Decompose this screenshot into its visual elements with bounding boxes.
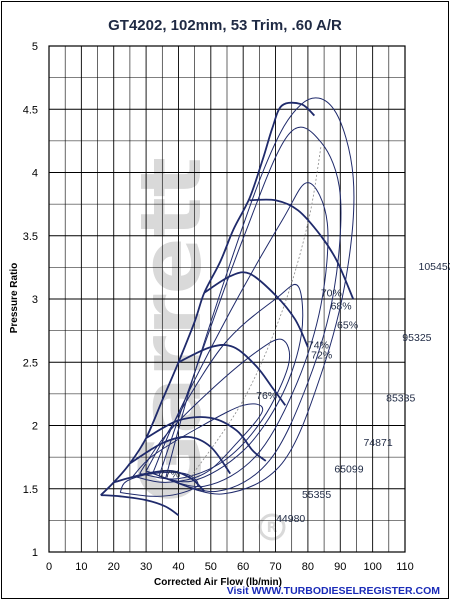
speed-line-105452 <box>249 198 355 300</box>
efficiency-island-65 <box>165 97 355 495</box>
annotations: 44980 55355 65099 74871 85335 95325 105452 77% 7… <box>159 261 450 525</box>
x-tick-label: 80 <box>302 561 314 573</box>
speed-label-55355: 55355 <box>302 489 331 501</box>
efficiency-islands <box>119 97 355 497</box>
y-tick-label: 2 <box>32 421 38 433</box>
speed-label-95325: 95325 <box>402 332 431 344</box>
speed-label-74871: 74871 <box>363 437 392 449</box>
efficiency-label-74: 74% <box>308 340 329 352</box>
efficiency-island-74 <box>139 338 291 480</box>
svg-text:R: R <box>267 520 278 536</box>
x-tick-label: 90 <box>334 561 346 573</box>
footer-link[interactable]: Visit WWW.TURBODIESELREGISTER.COM <box>227 585 441 597</box>
y-tick-label: 4 <box>32 168 38 180</box>
plot-border <box>48 45 406 553</box>
y-tick-label: 5 <box>32 41 38 53</box>
efficiency-island-77 <box>119 471 199 497</box>
y-axis-ticks: 1 1.5 2 2.5 3 3.5 4 4.5 5 <box>23 41 38 559</box>
speed-label-85335: 85335 <box>386 393 415 405</box>
y-tick-label: 3.5 <box>23 231 38 243</box>
speed-line-85335 <box>178 344 287 406</box>
brand-watermark: Garrett R <box>122 157 286 541</box>
efficiency-island-68 <box>158 126 342 492</box>
x-tick-label: 0 <box>46 561 52 573</box>
x-tick-label: 100 <box>363 561 381 573</box>
speed-line-65099 <box>129 435 231 475</box>
x-tick-label: 110 <box>396 561 414 573</box>
x-axis-ticks: 0 10 20 30 40 50 60 70 80 90 100 110 <box>46 561 414 573</box>
speed-line-44980 <box>100 494 180 517</box>
y-tick-label: 2.5 <box>23 357 38 369</box>
efficiency-label-70: 70% <box>321 288 342 300</box>
x-tick-label: 20 <box>108 561 120 573</box>
x-tick-label: 60 <box>237 561 249 573</box>
y-tick-label: 1.5 <box>23 484 38 496</box>
efficiency-island-70 <box>152 182 329 488</box>
x-tick-label: 40 <box>172 561 184 573</box>
x-tick-label: 50 <box>205 561 217 573</box>
grid <box>48 45 406 553</box>
speed-label-65099: 65099 <box>334 464 363 476</box>
efficiency-island-72 <box>145 283 304 483</box>
x-tick-label: 30 <box>140 561 152 573</box>
efficiency-island-76 <box>132 403 264 483</box>
efficiency-label-68: 68% <box>331 300 352 312</box>
y-tick-label: 3 <box>32 294 38 306</box>
y-axis-label: Pressure Ratio <box>9 263 20 334</box>
speed-line-55355 <box>113 469 205 492</box>
surge-line <box>100 101 316 496</box>
y-tick-label: 4.5 <box>23 104 38 116</box>
efficiency-label-72: 72% <box>311 350 332 362</box>
surge-line-path <box>100 101 316 496</box>
x-axis-label: Corrected Air Flow (lb/min) <box>154 577 282 588</box>
registered-mark-icon <box>258 513 286 541</box>
y-tick-label: 1 <box>32 547 38 559</box>
x-tick-label: 70 <box>269 561 281 573</box>
dotted-reference-line <box>191 147 322 477</box>
svg-text:Garrett: Garrett <box>122 157 220 503</box>
x-tick-label: 10 <box>75 561 87 573</box>
efficiency-label-76: 76% <box>256 390 277 402</box>
speed-lines <box>100 198 355 517</box>
speed-label-105452: 105452 <box>418 261 450 273</box>
efficiency-label-65: 65% <box>337 319 358 331</box>
chart-title: GT4202, 102mm, 53 Trim, .60 A/R <box>108 17 342 34</box>
speed-label-44980: 44980 <box>276 513 305 525</box>
efficiency-label-77: 77% <box>159 469 180 481</box>
speed-line-74871 <box>145 416 267 462</box>
speed-line-95325 <box>203 271 309 348</box>
